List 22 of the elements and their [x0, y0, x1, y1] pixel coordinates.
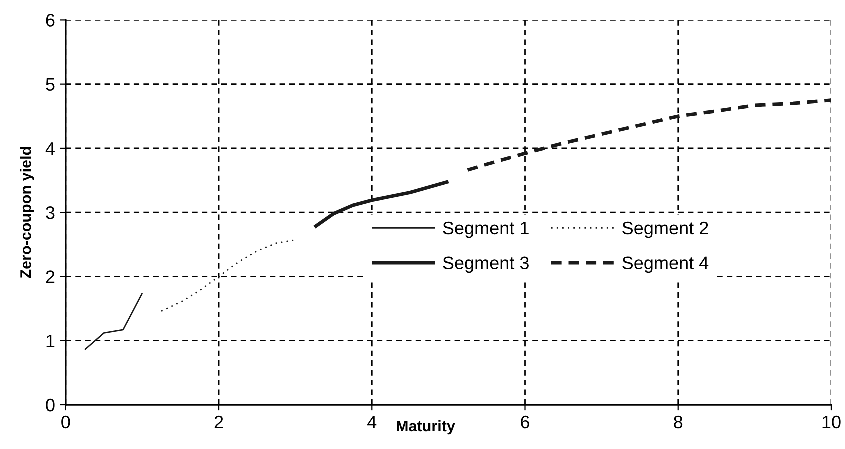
x-tick-label: 4 — [368, 416, 377, 428]
y-tick-label: 6 — [46, 14, 55, 27]
y-tick-label: 5 — [46, 78, 55, 92]
y-axis-title: Zero-coupon yield — [20, 147, 34, 278]
y-tick-label: 3 — [46, 206, 55, 220]
x-axis-title: Maturity — [397, 420, 456, 435]
y-tick-label: 2 — [46, 270, 55, 284]
line-series — [160, 239, 296, 312]
x-tick-label: 6 — [521, 416, 530, 429]
y-tick-label: 0 — [46, 398, 55, 412]
line-series — [466, 98, 832, 172]
x-tick-label: 0 — [62, 416, 70, 429]
y-tick-label: 4 — [46, 142, 55, 156]
legend-label: Segment 3 — [443, 256, 529, 274]
legend-label: Segment 4 — [622, 256, 709, 274]
line-series — [84, 292, 144, 351]
x-tick-label: 10 — [822, 416, 841, 429]
x-tick-label: 2 — [214, 416, 224, 428]
x-tick-label: 8 — [674, 416, 683, 429]
legend-label: Segment 1 — [443, 222, 529, 238]
legend-label: Segment 2 — [622, 222, 708, 238]
y-tick-label: 1 — [46, 334, 55, 348]
